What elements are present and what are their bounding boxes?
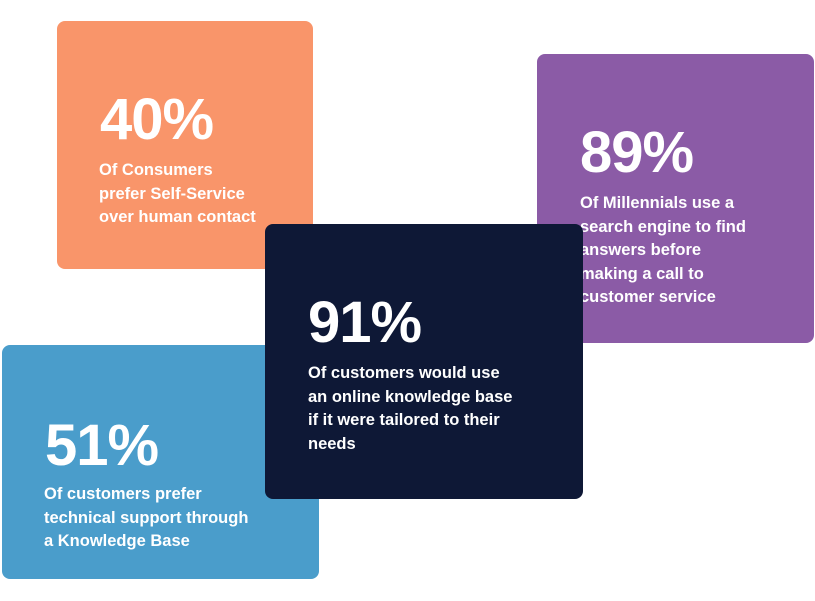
stat-value: 40% (100, 87, 214, 152)
description-line: technical support through (44, 508, 249, 527)
description-line: an online knowledge base (308, 387, 513, 406)
description-line: Of Consumers (99, 161, 213, 179)
stat-card: 40% Of Consumers prefer Self-Service over h… (57, 21, 313, 269)
stat-value: 89% (580, 120, 694, 185)
description-line: Of customers prefer (44, 485, 202, 503)
description-line: needs (308, 434, 356, 453)
description-line: answers before (580, 241, 702, 260)
description-line: Of Millennials use a (580, 194, 735, 212)
stat-description: Of customers would use an online knowledg… (308, 362, 512, 456)
stat-card: 91% Of customers would use an online knowl… (265, 224, 583, 499)
description-line: prefer Self-Service (99, 184, 245, 203)
stat-description: Of customers prefer technical support thr… (44, 483, 248, 554)
stat-card: 89% Of Millennials use a search engine to … (537, 54, 814, 343)
description-line: making a call to (580, 264, 704, 283)
description-line: if it were tailored to their (308, 411, 500, 430)
stat-description: Of Consumers prefer Self-Service over huma… (99, 159, 256, 230)
description-line: a Knowledge Base (44, 532, 190, 551)
stat-value: 91% (308, 290, 422, 355)
description-line: search engine to find (580, 217, 746, 236)
stat-description: Of Millennials use a search engine to fin… (580, 192, 746, 310)
description-line: Of customers would use (308, 364, 500, 382)
stat-value: 51% (45, 413, 159, 478)
description-line: customer service (580, 288, 716, 307)
description-line: over human contact (99, 208, 256, 227)
